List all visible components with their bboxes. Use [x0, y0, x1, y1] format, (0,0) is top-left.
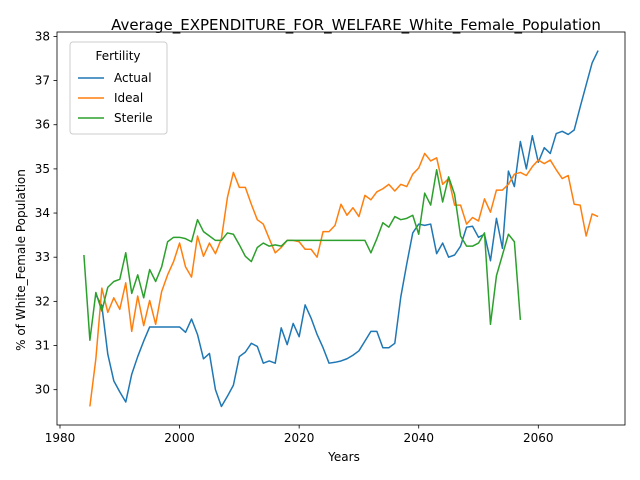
- legend-frame: [69, 41, 168, 135]
- series-line-actual: [95, 50, 599, 408]
- y-tick-label: 34: [35, 206, 50, 220]
- plot-frame: [56, 31, 626, 426]
- x-tick-label: 2000: [164, 431, 195, 445]
- axes-layer: 1980 2000 2020 2040 2060 30 31 32 33 34 35 36 37 38: [35, 29, 626, 445]
- x-axis-title: Years: [327, 450, 360, 464]
- legend-entries: Actual Ideal Sterile: [78, 71, 153, 125]
- y-tick-label: 37: [35, 74, 50, 88]
- x-tick-label: 2060: [523, 431, 554, 445]
- legend-title: Fertility: [95, 49, 140, 63]
- y-tick-label: 30: [35, 383, 50, 397]
- series-line-sterile: [83, 169, 522, 341]
- x-tick-label: 2040: [403, 431, 434, 445]
- legend: Fertility Actual Ideal Sterile: [69, 41, 168, 135]
- legend-label-sterile: Sterile: [114, 111, 153, 125]
- y-tick-label: 38: [35, 29, 50, 43]
- y-tick-label: 32: [35, 294, 50, 308]
- y-axis-title: % of White_Female Population: [14, 169, 28, 351]
- y-tick-label: 35: [35, 162, 50, 176]
- y-tick-label: 31: [35, 339, 50, 353]
- legend-label-ideal: Ideal: [114, 91, 143, 105]
- x-tick-label: 2020: [284, 431, 315, 445]
- y-tick-label: 36: [35, 118, 50, 132]
- chart-title: Average_EXPENDITURE_FOR_WELFARE_White_Fe…: [111, 16, 601, 35]
- series-layer: [83, 50, 599, 408]
- series-line-ideal: [89, 152, 599, 407]
- y-tick-label: 33: [35, 250, 50, 264]
- legend-label-actual: Actual: [114, 71, 152, 85]
- x-tick-label: 1980: [45, 431, 76, 445]
